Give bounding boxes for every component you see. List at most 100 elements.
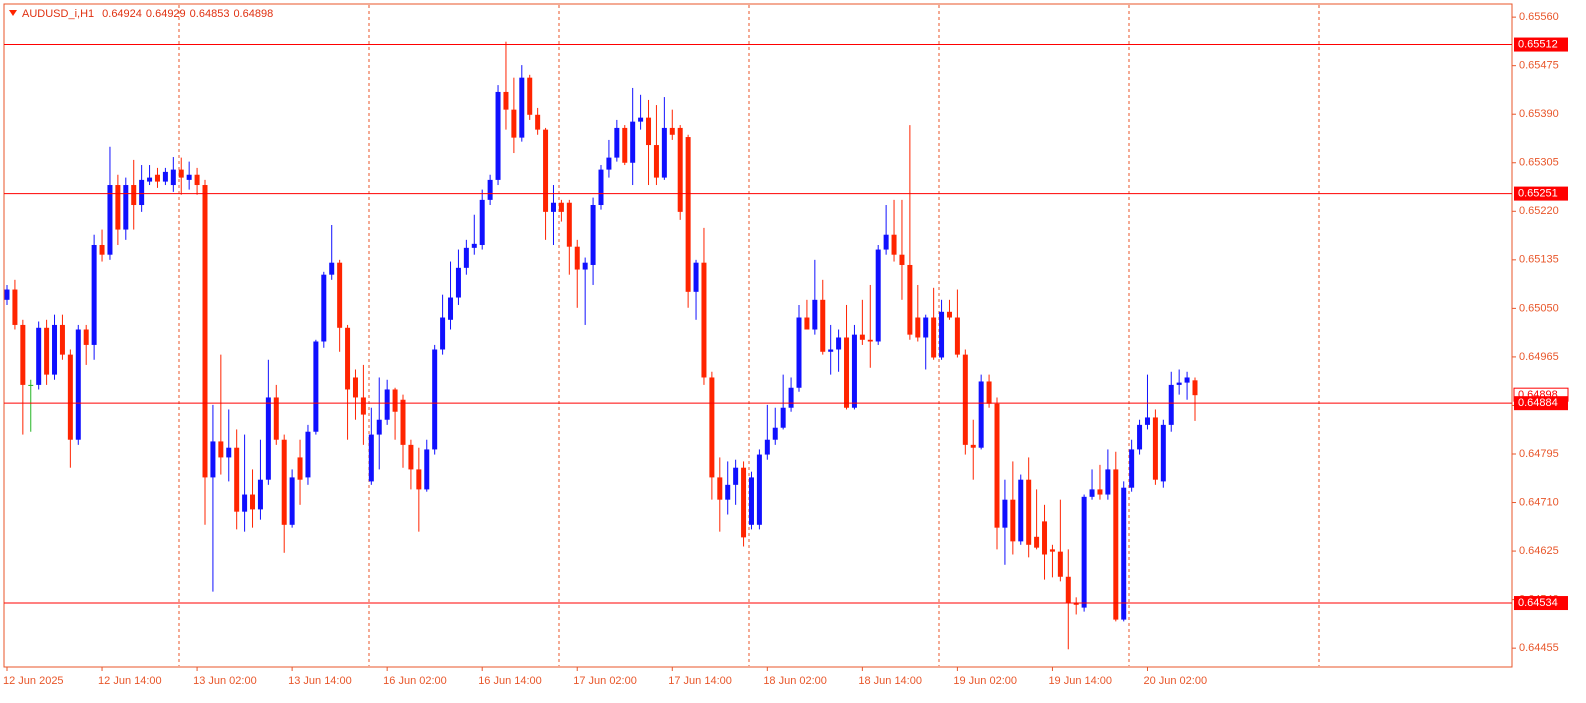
candle-body xyxy=(748,477,754,525)
candle-body xyxy=(1176,382,1182,385)
candle-body xyxy=(432,349,438,450)
y-tick-label: 0.64710 xyxy=(1519,496,1559,508)
x-tick-label: 16 Jun 14:00 xyxy=(478,675,542,687)
y-tick-label: 0.65560 xyxy=(1519,11,1559,23)
candle-body xyxy=(360,397,366,415)
candle-body xyxy=(701,262,707,378)
candle-body xyxy=(598,169,604,206)
candle-body xyxy=(661,127,667,178)
candle-body xyxy=(1121,487,1127,620)
candle-body xyxy=(218,441,224,458)
candle-body xyxy=(455,267,461,298)
candle-body xyxy=(519,77,525,138)
candle-body xyxy=(242,494,248,512)
candle-body xyxy=(1010,499,1016,542)
candle-body xyxy=(590,205,596,265)
x-tick-label: 13 Jun 14:00 xyxy=(288,675,352,687)
y-tick-label: 0.65390 xyxy=(1519,108,1559,120)
candle-body xyxy=(614,127,620,158)
candle-body xyxy=(479,199,485,245)
header-high: 0.64929 xyxy=(146,8,186,20)
candle-body xyxy=(1184,377,1190,383)
candle-body xyxy=(986,381,992,404)
candle-body xyxy=(717,477,723,500)
candle-body xyxy=(265,397,271,480)
candle-body xyxy=(1026,479,1032,545)
candle-body xyxy=(91,244,97,345)
symbol-menu-icon[interactable] xyxy=(9,10,17,16)
candle-body xyxy=(368,434,374,482)
candle-body xyxy=(804,317,810,330)
chart-header: AUDUSD_i,H1 0.64924 0.64929 0.64853 0.64898 xyxy=(22,8,273,20)
x-tick-label: 19 Jun 02:00 xyxy=(953,675,1017,687)
candle-body xyxy=(178,169,184,178)
candle-body xyxy=(75,329,81,440)
candle-body xyxy=(1073,602,1079,605)
candle-body xyxy=(733,467,739,485)
candle-body xyxy=(448,297,454,320)
candle-body xyxy=(1129,449,1135,488)
candle-body xyxy=(566,202,572,247)
x-tick-label: 12 Jun 2025 xyxy=(3,675,64,687)
y-tick-label: 0.65475 xyxy=(1519,60,1559,72)
horizontal-line-label: 0.64534 xyxy=(1518,597,1558,609)
candle-body xyxy=(946,311,952,318)
candle-body xyxy=(154,174,160,182)
candle-body xyxy=(1065,576,1071,603)
y-tick-label: 0.65305 xyxy=(1519,157,1559,169)
candle-body xyxy=(939,311,945,358)
candle-body xyxy=(994,403,1000,528)
candle-body xyxy=(899,254,905,265)
candle-body xyxy=(345,327,351,390)
candle-body xyxy=(289,477,295,525)
candle-body xyxy=(107,185,113,255)
candle-body xyxy=(131,185,137,206)
candle-body xyxy=(281,439,287,525)
candle-body xyxy=(67,354,73,440)
candle-body xyxy=(99,244,105,255)
candle-body xyxy=(970,444,976,448)
candle-body xyxy=(250,494,256,510)
candle-body xyxy=(440,317,446,350)
candle-body xyxy=(400,399,406,445)
candle-body xyxy=(337,262,343,328)
candle-body xyxy=(875,249,881,342)
candle-body xyxy=(1144,417,1150,425)
candle-body xyxy=(52,324,58,375)
candle-body xyxy=(28,384,34,386)
candle-body xyxy=(883,234,889,250)
candle-body xyxy=(1160,424,1166,482)
y-tick-label: 0.64455 xyxy=(1519,642,1559,654)
candle-body xyxy=(1049,549,1055,552)
candle-body xyxy=(170,169,176,186)
candle-body xyxy=(535,114,541,130)
candle-body xyxy=(527,77,533,115)
candle-body xyxy=(638,117,644,122)
candle-body xyxy=(313,341,319,432)
candle-body xyxy=(257,479,263,510)
candle-body xyxy=(194,174,200,186)
x-tick-label: 13 Jun 02:00 xyxy=(193,675,257,687)
candle-body xyxy=(543,129,549,212)
candle-body xyxy=(139,179,145,206)
candle-body xyxy=(828,349,834,352)
candle-body xyxy=(234,447,240,512)
horizontal-line-box xyxy=(1514,596,1568,611)
candle-body xyxy=(162,171,168,182)
candle-body xyxy=(83,329,89,345)
candle-body xyxy=(511,109,517,138)
candle-body xyxy=(503,91,509,110)
candle-body xyxy=(1002,499,1008,528)
candle-body xyxy=(709,377,715,478)
candle-body xyxy=(416,469,422,490)
horizontal-line-box xyxy=(1514,186,1568,201)
candle-body xyxy=(772,427,778,440)
candle-body xyxy=(123,185,129,230)
x-tick-label: 18 Jun 14:00 xyxy=(858,675,922,687)
candle-body xyxy=(923,317,929,338)
candle-body xyxy=(978,381,984,448)
candle-body xyxy=(907,264,913,335)
header-open: 0.64924 xyxy=(102,8,142,20)
